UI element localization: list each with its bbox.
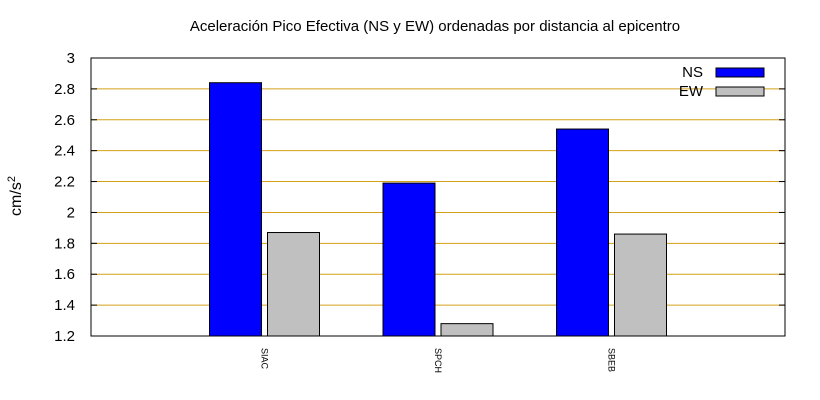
y-tick-label: 1.8 (54, 235, 75, 252)
x-tick-label: SPCH (433, 348, 443, 373)
bar-ns-sbeb (556, 128, 609, 337)
chart-title: Aceleración Pico Efectiva (NS y EW) orde… (190, 18, 680, 35)
bar-ew-sbeb (614, 233, 667, 337)
y-axis-label-unit: cm/s (8, 182, 25, 216)
bar-ew-spch (440, 323, 494, 337)
y-axis-label: cm/s2 (6, 176, 25, 216)
legend-label-ew: EW (679, 83, 704, 100)
legend-label-ns: NS (682, 64, 703, 81)
y-tick-label: 2 (67, 204, 75, 221)
bar-ns-siac (209, 82, 262, 337)
x-tick-label: SBEB (607, 348, 617, 372)
y-tick-label: 3 (67, 50, 75, 67)
y-tick-label: 1.6 (54, 266, 75, 283)
y-tick-label: 2.8 (54, 81, 75, 98)
bar-ns-spch (382, 182, 436, 337)
y-axis-label-superscript: 2 (6, 176, 18, 182)
legend-swatch-ew (715, 86, 765, 97)
legend-swatch-ns (715, 67, 765, 78)
y-tick-label: 2.6 (54, 112, 75, 129)
grid-lines (91, 88, 785, 306)
plot-border (90, 57, 786, 337)
axes: 1.2 1.4 1.6 1.8 2 2.2 2.4 2.6 2.8 3 SIAC SPCH SBEB (54, 50, 786, 373)
y-tick-label: 1.4 (54, 297, 75, 314)
legend: NS EW (679, 64, 765, 100)
bar-ew-siac (267, 232, 320, 337)
y-tick-label: 2.4 (54, 143, 75, 160)
x-tick-label: SIAC (260, 348, 270, 370)
y-tick-label: 1.2 (54, 328, 75, 345)
y-tick-label: 2.2 (54, 174, 75, 191)
bars (209, 82, 667, 337)
